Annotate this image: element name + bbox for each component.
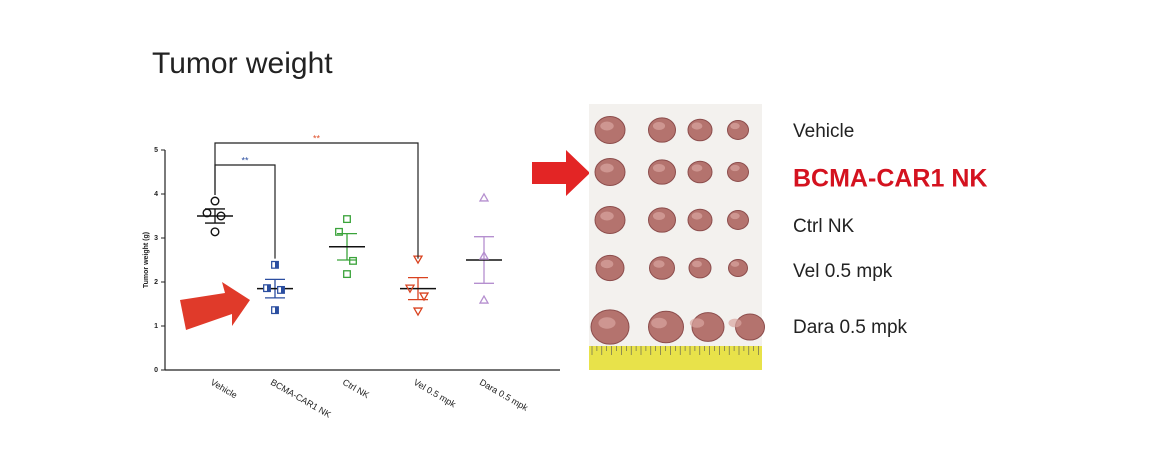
tumor bbox=[648, 117, 676, 143]
y-tick-label: 0 bbox=[154, 367, 158, 374]
y-tick-label: 3 bbox=[154, 235, 158, 242]
x-tick-label: Vel 0.5 mpk bbox=[412, 377, 458, 409]
tumor-highlight bbox=[730, 261, 740, 267]
tumor bbox=[687, 118, 713, 142]
data-point bbox=[478, 192, 490, 202]
tumor bbox=[649, 256, 675, 280]
slide-title: Tumor weight bbox=[152, 47, 333, 80]
tumor-highlight bbox=[691, 122, 703, 130]
marker-half bbox=[272, 262, 275, 268]
tumor-highlight bbox=[652, 163, 666, 173]
data-point bbox=[404, 284, 416, 294]
significance-bracket bbox=[214, 164, 276, 259]
data-point bbox=[478, 294, 490, 304]
tumor bbox=[687, 208, 713, 232]
tumor-highlight bbox=[691, 164, 703, 172]
data-point bbox=[412, 307, 424, 317]
data-point bbox=[210, 227, 220, 237]
data-point bbox=[478, 250, 490, 260]
tumor-highlight bbox=[653, 260, 665, 268]
tumor-highlight bbox=[652, 121, 666, 131]
x-tick-label: Dara 0.5 mpk bbox=[478, 377, 530, 413]
photo-label: BCMA-CAR1 NK bbox=[793, 165, 987, 193]
y-tick-label: 4 bbox=[154, 191, 158, 198]
significance-label: ** bbox=[313, 133, 321, 143]
photo-label: Vel 0.5 mpk bbox=[793, 261, 893, 282]
data-point bbox=[202, 208, 212, 218]
tumor bbox=[727, 210, 749, 230]
significance-label: ** bbox=[241, 155, 249, 165]
tumor bbox=[648, 310, 684, 344]
tumor bbox=[688, 257, 712, 279]
data-point bbox=[210, 196, 220, 206]
tumor-highlight bbox=[692, 260, 702, 268]
tumor-highlight bbox=[652, 211, 666, 221]
arrow bbox=[180, 282, 250, 330]
photo-label: Vehicle bbox=[793, 121, 854, 142]
tumor bbox=[595, 254, 625, 282]
tumor-highlight bbox=[651, 317, 667, 329]
data-point bbox=[349, 256, 357, 265]
photo-label: Dara 0.5 mpk bbox=[793, 317, 908, 338]
significance-bracket bbox=[214, 142, 419, 259]
tumor bbox=[727, 162, 749, 182]
tumor bbox=[687, 160, 713, 184]
data-point bbox=[418, 292, 430, 302]
tumor-highlight bbox=[600, 211, 614, 221]
tumor bbox=[648, 207, 676, 233]
tumor-highlight bbox=[728, 318, 742, 328]
tumor-highlight bbox=[730, 164, 740, 172]
tumor bbox=[727, 120, 749, 140]
tumor-highlight bbox=[600, 163, 614, 173]
data-point bbox=[343, 270, 351, 279]
tumor-highlight bbox=[600, 121, 614, 131]
y-tick-label: 2 bbox=[154, 279, 158, 286]
arrow bbox=[532, 150, 590, 196]
photo-label: Ctrl NK bbox=[793, 216, 855, 237]
marker-half bbox=[272, 307, 275, 313]
tumor-highlight bbox=[730, 212, 740, 220]
y-tick-label: 5 bbox=[154, 147, 158, 154]
y-tick-label: 1 bbox=[154, 323, 158, 330]
tumor-highlight bbox=[598, 317, 616, 329]
tumor-highlight bbox=[600, 259, 614, 269]
tumor-photo bbox=[589, 104, 765, 370]
tumor-highlight bbox=[730, 122, 740, 130]
tumor bbox=[735, 313, 765, 341]
x-tick-label: BCMA-CAR1 NK bbox=[269, 377, 333, 420]
x-tick-label: Ctrl NK bbox=[341, 377, 371, 400]
marker-half bbox=[278, 287, 281, 293]
tumor-highlight bbox=[689, 318, 705, 328]
data-point bbox=[216, 211, 226, 221]
marker-half bbox=[264, 285, 267, 291]
tumor bbox=[648, 159, 676, 185]
data-point bbox=[335, 227, 343, 236]
y-axis-label: Tumor weight (g) bbox=[143, 232, 150, 288]
data-point bbox=[343, 215, 351, 224]
tumor-highlight bbox=[691, 212, 703, 220]
x-tick-label: Vehicle bbox=[209, 377, 239, 400]
